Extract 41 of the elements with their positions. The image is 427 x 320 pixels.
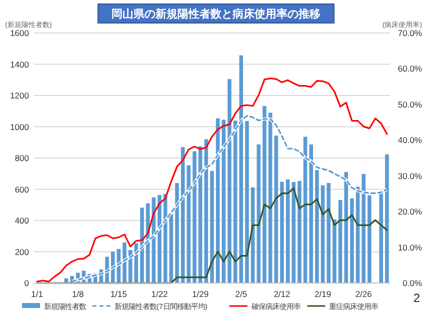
y-tick-label: 1400 bbox=[10, 59, 30, 70]
y2-tick-label: 0.0% bbox=[402, 278, 422, 288]
line-series bbox=[36, 78, 388, 282]
y-tick-label: 200 bbox=[14, 246, 30, 257]
bar bbox=[286, 179, 290, 283]
x-tick-label: 1/22 bbox=[151, 289, 168, 299]
y2-tick-label: 10.0% bbox=[398, 242, 422, 252]
chart-title: 岡山県の新規陽性者数と病床使用率の推移 bbox=[112, 8, 320, 20]
bar bbox=[274, 136, 278, 283]
x-tick-label: 1/1 bbox=[31, 289, 44, 299]
bar bbox=[210, 170, 214, 283]
x-tick-label: 2/26 bbox=[355, 289, 372, 299]
x-tick-label: 2/5 bbox=[235, 289, 248, 299]
bar bbox=[350, 198, 354, 283]
y2-tick-label: 70.0% bbox=[398, 28, 422, 38]
y2-tick-label: 40.0% bbox=[398, 135, 422, 146]
y2-tick-label: 50.0% bbox=[398, 99, 422, 110]
y2-tick-label: 60.0% bbox=[398, 64, 422, 74]
bar bbox=[298, 180, 302, 283]
y2-tick-label: 20.0% bbox=[398, 206, 422, 217]
bar bbox=[332, 219, 336, 283]
y-tick-label: 1200 bbox=[10, 90, 30, 100]
bar bbox=[245, 120, 249, 283]
y-tick-label: 1000 bbox=[10, 122, 30, 132]
y-tick-label: 600 bbox=[14, 184, 30, 194]
x-tick-label: 1/8 bbox=[72, 289, 84, 299]
y-tick-label: 400 bbox=[14, 216, 30, 226]
bar bbox=[338, 200, 342, 283]
x-tick-label: 1/29 bbox=[192, 289, 209, 299]
bar bbox=[326, 183, 331, 283]
y2-tick-label: 30.0% bbox=[398, 170, 422, 181]
x-tick-label: 2/12 bbox=[274, 289, 291, 299]
bar bbox=[292, 182, 296, 283]
line-series bbox=[36, 188, 388, 284]
y-tick-label: 1600 bbox=[10, 28, 30, 38]
x-tick-label: 1/15 bbox=[110, 289, 128, 299]
text: 2 bbox=[413, 291, 420, 305]
bar bbox=[280, 182, 284, 283]
y-tick-label: 800 bbox=[14, 153, 30, 163]
x-tick-label: 2/19 bbox=[314, 289, 332, 299]
y-tick-label: 0 bbox=[24, 278, 30, 288]
